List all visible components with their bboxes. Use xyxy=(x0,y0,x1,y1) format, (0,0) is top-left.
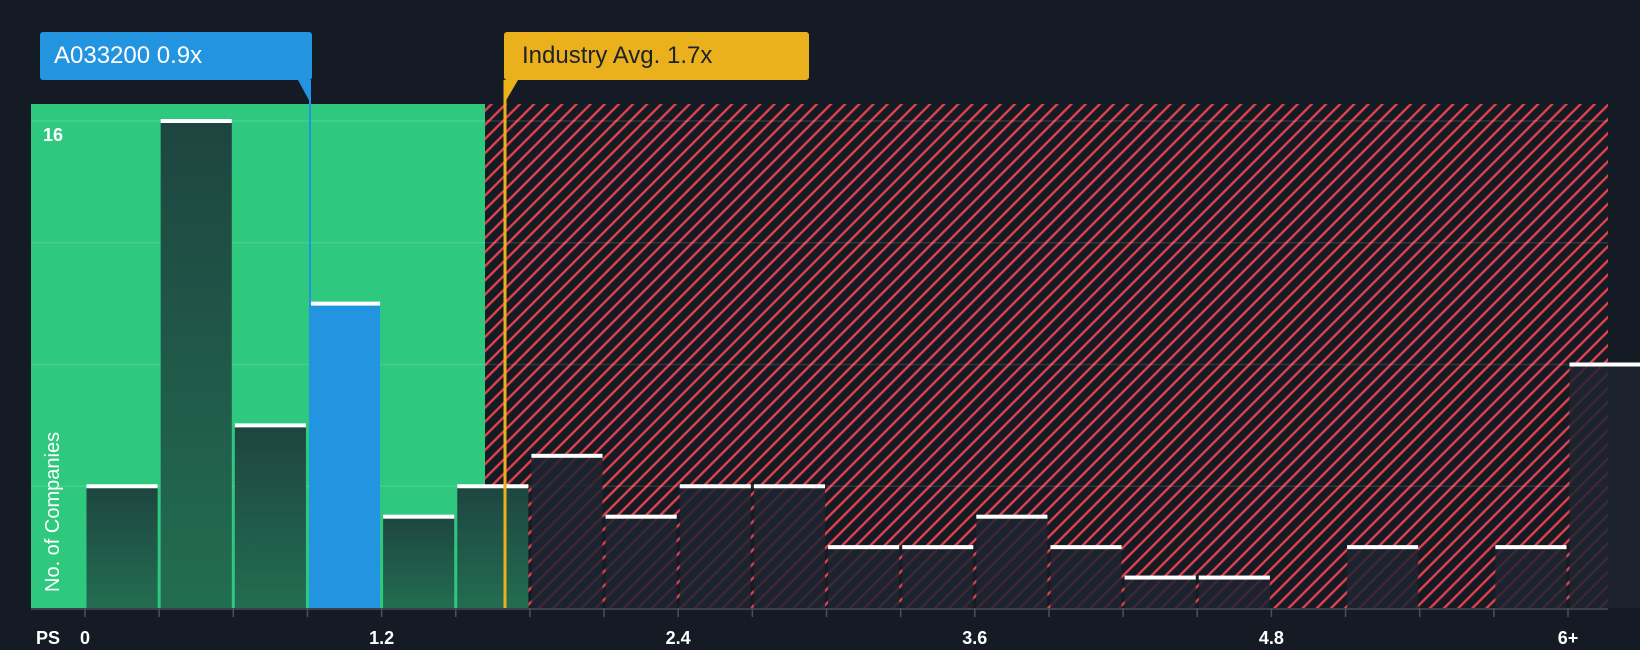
bar-cap xyxy=(828,545,900,550)
histogram-bar xyxy=(605,516,677,608)
x-tick-label: 2.4 xyxy=(665,628,691,648)
bar-cap xyxy=(902,545,974,550)
bar-cap xyxy=(86,484,158,489)
company-ps-callout: A033200 0.9x xyxy=(40,32,312,80)
x-tick-label: 0 xyxy=(79,628,91,648)
bar-cap xyxy=(605,514,677,519)
marker-lines xyxy=(298,80,518,608)
y-tick-16: 16 xyxy=(43,125,64,145)
bar-cap xyxy=(234,423,306,428)
bar-cap xyxy=(1050,545,1122,550)
x-tick-label: 6+ xyxy=(1557,628,1579,648)
histogram-bar xyxy=(457,486,529,608)
bar-cap xyxy=(1347,545,1419,550)
bar-cap xyxy=(1569,362,1640,367)
histogram-bar xyxy=(976,516,1048,608)
histogram-bar xyxy=(160,121,232,608)
bar-cap xyxy=(308,301,381,306)
y-axis-title: No. of Companies xyxy=(42,431,64,592)
histogram-bar xyxy=(531,455,603,608)
histogram-bars xyxy=(86,119,1640,608)
histogram-bar xyxy=(1569,364,1640,608)
industry-callout-pointer xyxy=(504,80,518,104)
x-tick-label: 1.2 xyxy=(369,628,395,648)
histogram-bar xyxy=(1124,577,1196,608)
histogram-bar xyxy=(828,547,900,608)
histogram-bar xyxy=(1050,547,1122,608)
bar-cap xyxy=(531,453,603,458)
x-tick-label: 4.8 xyxy=(1258,628,1284,648)
bar-cap xyxy=(160,119,232,123)
histogram-bar xyxy=(1198,577,1270,608)
x-tick-label: 3.6 xyxy=(962,628,988,648)
histogram-bar xyxy=(308,303,381,608)
bar-cap xyxy=(679,484,751,489)
bar-cap xyxy=(457,484,529,489)
histogram-bar xyxy=(679,486,751,608)
bar-cap xyxy=(1495,545,1567,550)
histogram-bar xyxy=(1347,547,1419,608)
histogram-bar xyxy=(1495,547,1567,608)
industry-avg-label: Industry Avg. 1.7x xyxy=(522,42,713,69)
x-axis-prefix: PS xyxy=(36,628,61,648)
bar-cap xyxy=(753,484,825,489)
industry-avg-callout: Industry Avg. 1.7x xyxy=(504,32,809,80)
histogram-bar xyxy=(383,516,455,608)
histogram-bar xyxy=(753,486,825,608)
histogram-bar xyxy=(902,547,974,608)
x-axis xyxy=(31,608,1608,617)
bar-cap xyxy=(383,514,455,519)
company-callout-pointer xyxy=(298,80,311,104)
bar-cap xyxy=(1198,575,1270,580)
histogram-bar xyxy=(86,486,158,608)
company-ps-label: A033200 0.9x xyxy=(54,42,203,69)
histogram-bar xyxy=(234,425,306,608)
bar-cap xyxy=(976,514,1048,519)
bar-cap xyxy=(1124,575,1196,580)
